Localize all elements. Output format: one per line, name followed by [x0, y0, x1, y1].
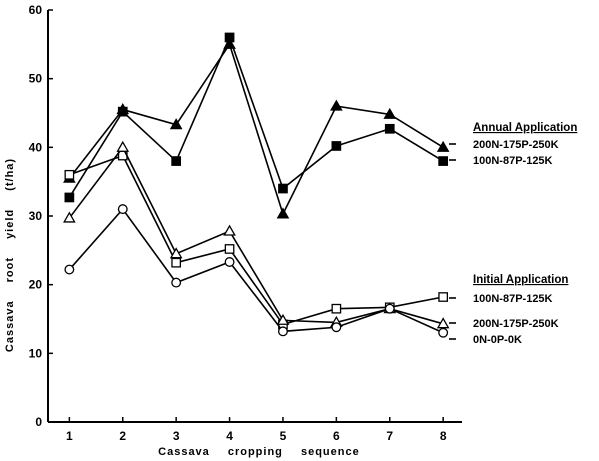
data-point [438, 327, 449, 338]
x-axis-title: Cassava cropping sequence [158, 446, 360, 458]
data-point [117, 204, 128, 215]
data-point [438, 156, 449, 166]
series-annual-100N [64, 32, 449, 203]
y-tick-label: 0 [35, 415, 42, 429]
y-tick-label: 10 [29, 346, 43, 360]
x-tick-label: 1 [66, 429, 73, 443]
data-point [438, 292, 449, 302]
legend-entry: 200N-175P-250K [473, 318, 559, 330]
legend-entry: 0N-0P-0K [473, 334, 522, 346]
data-point [64, 169, 75, 180]
data-point [169, 118, 183, 130]
y-tick-label: 20 [29, 278, 43, 292]
legend-title-initial: Initial Application [473, 274, 568, 286]
y-tick-label: 50 [29, 72, 43, 86]
x-tick-label: 3 [173, 429, 180, 443]
x-tick-label: 4 [226, 429, 233, 443]
y-tick-label: 30 [29, 209, 43, 223]
legend-title-annual: Annual Application [473, 122, 577, 134]
data-point [278, 183, 288, 194]
data-point [278, 326, 288, 337]
legend-entry: 100N-87P-125K [473, 155, 553, 167]
series-line [69, 154, 444, 326]
data-point [436, 140, 450, 152]
series-line [68, 207, 444, 334]
data-point [383, 107, 397, 119]
data-point [63, 211, 76, 223]
data-point [64, 192, 75, 203]
series-initial-200N [63, 140, 450, 329]
data-point [169, 247, 183, 259]
x-tick-label: 8 [440, 429, 447, 443]
legend-entry: 200N-175P-250K [473, 139, 559, 151]
data-point [436, 317, 450, 329]
y-axis-title: Cassava root yield (t/ha) [4, 158, 16, 352]
series-line [68, 42, 444, 217]
data-point [276, 313, 290, 325]
x-tick-label: 7 [386, 429, 393, 443]
y-tick-label: 60 [29, 3, 43, 17]
x-tick-label: 2 [119, 429, 126, 443]
data-point [384, 303, 395, 314]
data-point [64, 264, 75, 275]
series-initial-100N [64, 150, 449, 330]
data-point [331, 322, 342, 333]
data-point [330, 99, 343, 111]
data-point [171, 156, 182, 166]
y-tick-label: 40 [29, 140, 43, 154]
data-point [384, 123, 395, 134]
x-tick-label: 6 [333, 429, 340, 443]
legend-entry: 100N-87P-125K [473, 293, 553, 305]
data-point [117, 106, 128, 117]
data-point [171, 257, 182, 268]
series-line [68, 35, 444, 198]
data-point [224, 32, 235, 43]
data-point [276, 207, 290, 219]
data-point [224, 244, 235, 254]
data-point [171, 277, 182, 288]
data-point [331, 303, 342, 314]
data-point [331, 141, 342, 151]
data-point [224, 257, 235, 267]
data-point [116, 140, 130, 152]
data-point [223, 224, 236, 236]
series-initial-0N [64, 204, 449, 338]
x-tick-label: 5 [280, 429, 287, 443]
